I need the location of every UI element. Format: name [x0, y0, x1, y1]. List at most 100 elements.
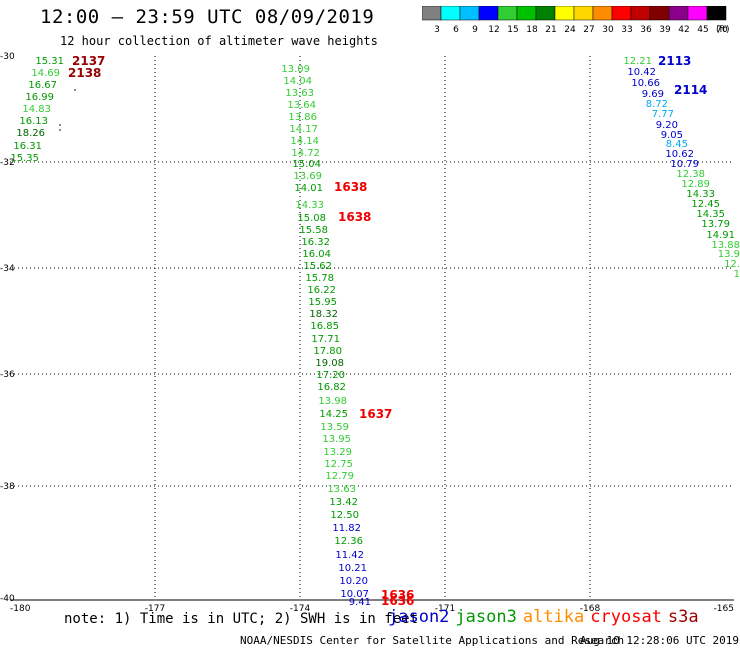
wave-height-label: 14.33: [686, 189, 715, 200]
longitude-tick-label: -177: [145, 604, 165, 614]
color-scale-label: 9: [472, 25, 478, 35]
wave-height-label: 13.88: [711, 240, 740, 251]
pass-time-label: 2138: [68, 66, 101, 80]
wave-height-label: 1: [734, 269, 740, 280]
wave-height-label: 16.22: [307, 285, 336, 296]
wave-height-label: 16.67: [28, 80, 57, 91]
generated-timestamp: Aug 10 12:28:06 UTC 2019: [580, 634, 739, 647]
wave-height-label: 15.35: [10, 153, 39, 164]
wave-height-label: 14.01: [294, 183, 323, 194]
wave-height-label: 12.79: [325, 471, 354, 482]
wave-height-label: 18.26: [16, 128, 45, 139]
wave-height-label: 14.35: [696, 209, 725, 220]
pass-time-label: 2114: [674, 83, 707, 97]
track-right: 12.2110.4210.669.698.727.779.209.058.451…: [623, 54, 740, 280]
color-scale-bar: 3 6 9 12 15 18 21 24 27 30 33 36 39 42 45 70(ft): [422, 6, 730, 35]
wave-height-label: 12.89: [681, 179, 710, 190]
wave-height-label: 12.50: [330, 510, 359, 521]
longitude-tick-label: -168: [580, 604, 601, 614]
wave-height-label: 13.95: [322, 434, 351, 445]
longitude-tick-label: -171: [435, 604, 455, 614]
wave-height-label: 15.31: [35, 56, 64, 67]
latitude-tick-label: -32: [0, 158, 15, 168]
page-subtitle: 12 hour collection of altimeter wave hei…: [60, 34, 378, 48]
wave-height-label: 14.69: [31, 68, 60, 79]
wave-height-label: 18.32: [309, 309, 338, 320]
wave-height-label: 19.08: [315, 358, 344, 369]
wave-height-label: 14.72: [291, 148, 320, 159]
wave-height-label: 10.62: [665, 149, 694, 160]
track-dot: [74, 89, 76, 91]
wave-height-label: 17.20: [316, 370, 345, 381]
wave-height-label: 9.20: [656, 120, 678, 131]
wave-height-label: 13.86: [288, 112, 317, 123]
longitude-tick-label: -174: [290, 604, 311, 614]
color-scale-label: 18: [526, 25, 538, 35]
wave-height-label: 13.69: [293, 171, 322, 182]
wave-height-label: 12.: [724, 259, 740, 270]
legend-item-s3a: s3a: [667, 607, 699, 627]
wave-height-label: 15.95: [308, 297, 337, 308]
wave-height-label: 13.63: [327, 484, 356, 495]
color-scale-label: 45: [697, 25, 708, 35]
legend-item-cryosat: cryosat: [590, 607, 662, 627]
track-dot: [59, 129, 61, 131]
satellite-legend: jason2 jason3 altika cryosat s3a: [388, 607, 705, 627]
wave-height-label: 16.32: [301, 237, 330, 248]
wave-height-label: 13.9: [718, 249, 740, 260]
track-center: 13.0914.0413.6313.6413.8614.1714.1414.72…: [281, 64, 414, 608]
wave-height-label: 9.41: [349, 597, 371, 608]
latitude-tick-label: -36: [0, 370, 15, 380]
color-scale-label: 24: [564, 25, 576, 35]
wave-height-label: 13.98: [318, 396, 347, 407]
wave-height-label: 13.64: [287, 100, 316, 111]
wave-height-label: 10.07: [340, 589, 369, 600]
pass-time-label: 1637: [359, 407, 392, 421]
pass-time-label: 1636: [381, 594, 414, 608]
wave-height-label: 16.04: [302, 249, 331, 260]
legend-item-altika: altika: [522, 607, 585, 627]
pass-time-label: 2137: [72, 54, 105, 68]
wave-height-label: 10.21: [338, 563, 367, 574]
color-scale-label: 3: [434, 25, 440, 35]
wave-height-label: 8.72: [646, 99, 668, 110]
wave-height-label: 13.63: [285, 88, 314, 99]
color-scale-label: 6: [453, 25, 459, 35]
wave-height-label: 15.78: [305, 273, 334, 284]
wave-height-label: 13.79: [701, 219, 730, 230]
wave-height-label: 15.08: [297, 213, 326, 224]
color-scale-label: 70: [716, 25, 728, 35]
legend-item-jason2: jason2: [388, 607, 450, 627]
wave-height-label: 13.29: [323, 447, 352, 458]
units-note: note: 1) Time is in UTC; 2) SWH is in fe…: [64, 611, 419, 627]
pass-time-label: 1638: [334, 180, 367, 194]
legend-item-jason3: jason3: [455, 607, 517, 627]
wave-height-label: 17.71: [311, 334, 340, 345]
track-dot: [59, 124, 61, 126]
wave-height-label: 12.36: [334, 536, 363, 547]
color-scale-label: 15: [507, 25, 518, 35]
wave-height-label: 14.17: [289, 124, 318, 135]
wave-height-label: 12.21: [623, 56, 652, 67]
color-scale-swatch: [706, 6, 727, 21]
wave-height-label: 10.66: [631, 78, 660, 89]
pass-time-label: 1636: [381, 588, 414, 602]
color-scale-label: 42: [678, 25, 689, 35]
wave-height-label: 10.20: [339, 576, 368, 587]
wave-height-label: 16.13: [19, 116, 48, 127]
color-scale-label: 36: [640, 25, 652, 35]
wave-height-label: 8.45: [666, 139, 688, 150]
color-scale-label: 39: [659, 25, 671, 35]
wave-height-label: 17.80: [313, 346, 342, 357]
color-scale-units: (ft): [716, 25, 730, 35]
wave-height-label: 14.33: [295, 200, 324, 211]
wave-height-label: 14.91: [706, 230, 735, 241]
latitude-tick-label: -30: [0, 52, 15, 62]
latitude-tick-label: -40: [0, 594, 15, 604]
credit-line: NOAA/NESDIS Center for Satellite Applica…: [240, 634, 625, 647]
wave-height-label: 13.59: [320, 422, 349, 433]
wave-height-label: 12.75: [324, 459, 353, 470]
pass-time-label: 1638: [338, 210, 371, 224]
wave-height-label: 9.05: [661, 130, 683, 141]
